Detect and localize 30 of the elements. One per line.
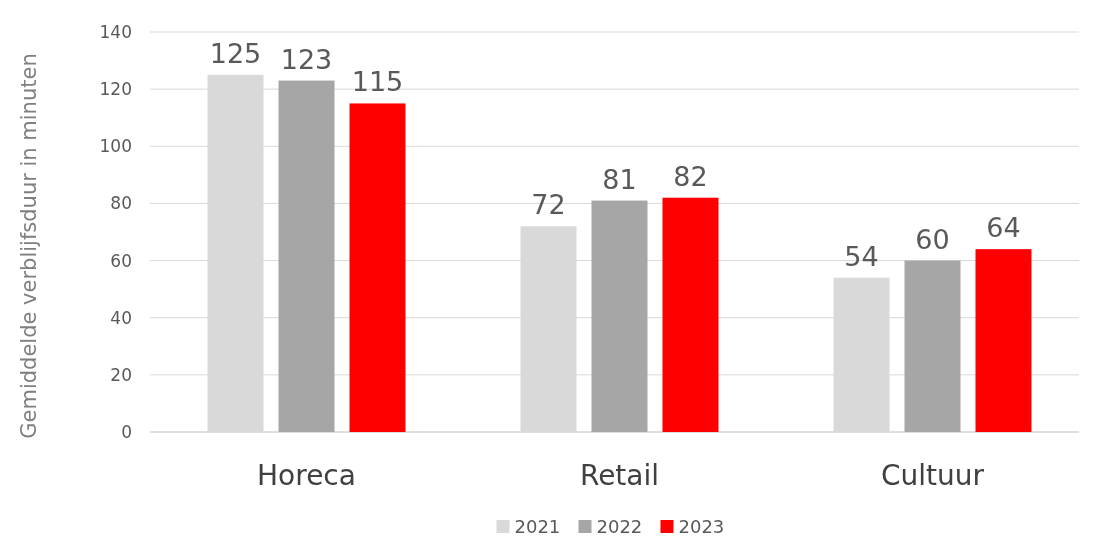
y-tick-label: 140: [99, 22, 132, 42]
data-label: 60: [915, 223, 950, 255]
x-tick-label: Retail: [579, 459, 660, 492]
bar: [278, 80, 335, 432]
y-tick-label: 80: [110, 193, 132, 214]
data-label: 125: [209, 37, 262, 69]
y-tick-label: 40: [110, 307, 132, 328]
x-tick-label: Cultuur: [880, 459, 985, 492]
data-label: 72: [531, 189, 566, 221]
data-label: 123: [280, 43, 333, 75]
y-tick-label: 120: [99, 79, 132, 100]
y-tick-label: 100: [99, 136, 132, 157]
data-label: 54: [844, 240, 879, 272]
bar: [904, 260, 961, 432]
data-label: 81: [602, 163, 637, 195]
legend-label: 2022: [596, 516, 643, 537]
x-tick-label: Horeca: [257, 459, 356, 492]
y-tick-label: 20: [110, 364, 132, 385]
legend-label: 2021: [514, 516, 561, 537]
y-tick-label: 60: [110, 250, 132, 271]
data-label: 115: [351, 66, 404, 98]
legend-label: 2023: [678, 516, 725, 537]
bar: [662, 197, 719, 432]
bar: [975, 249, 1032, 432]
y-axis-title: Gemiddelde verblijfsduur in minuten: [17, 53, 41, 439]
data-label: 64: [986, 212, 1021, 244]
bar: [349, 103, 406, 432]
y-tick-label: 0: [121, 422, 132, 442]
data-label: 82: [673, 160, 708, 192]
bar: [591, 200, 648, 432]
